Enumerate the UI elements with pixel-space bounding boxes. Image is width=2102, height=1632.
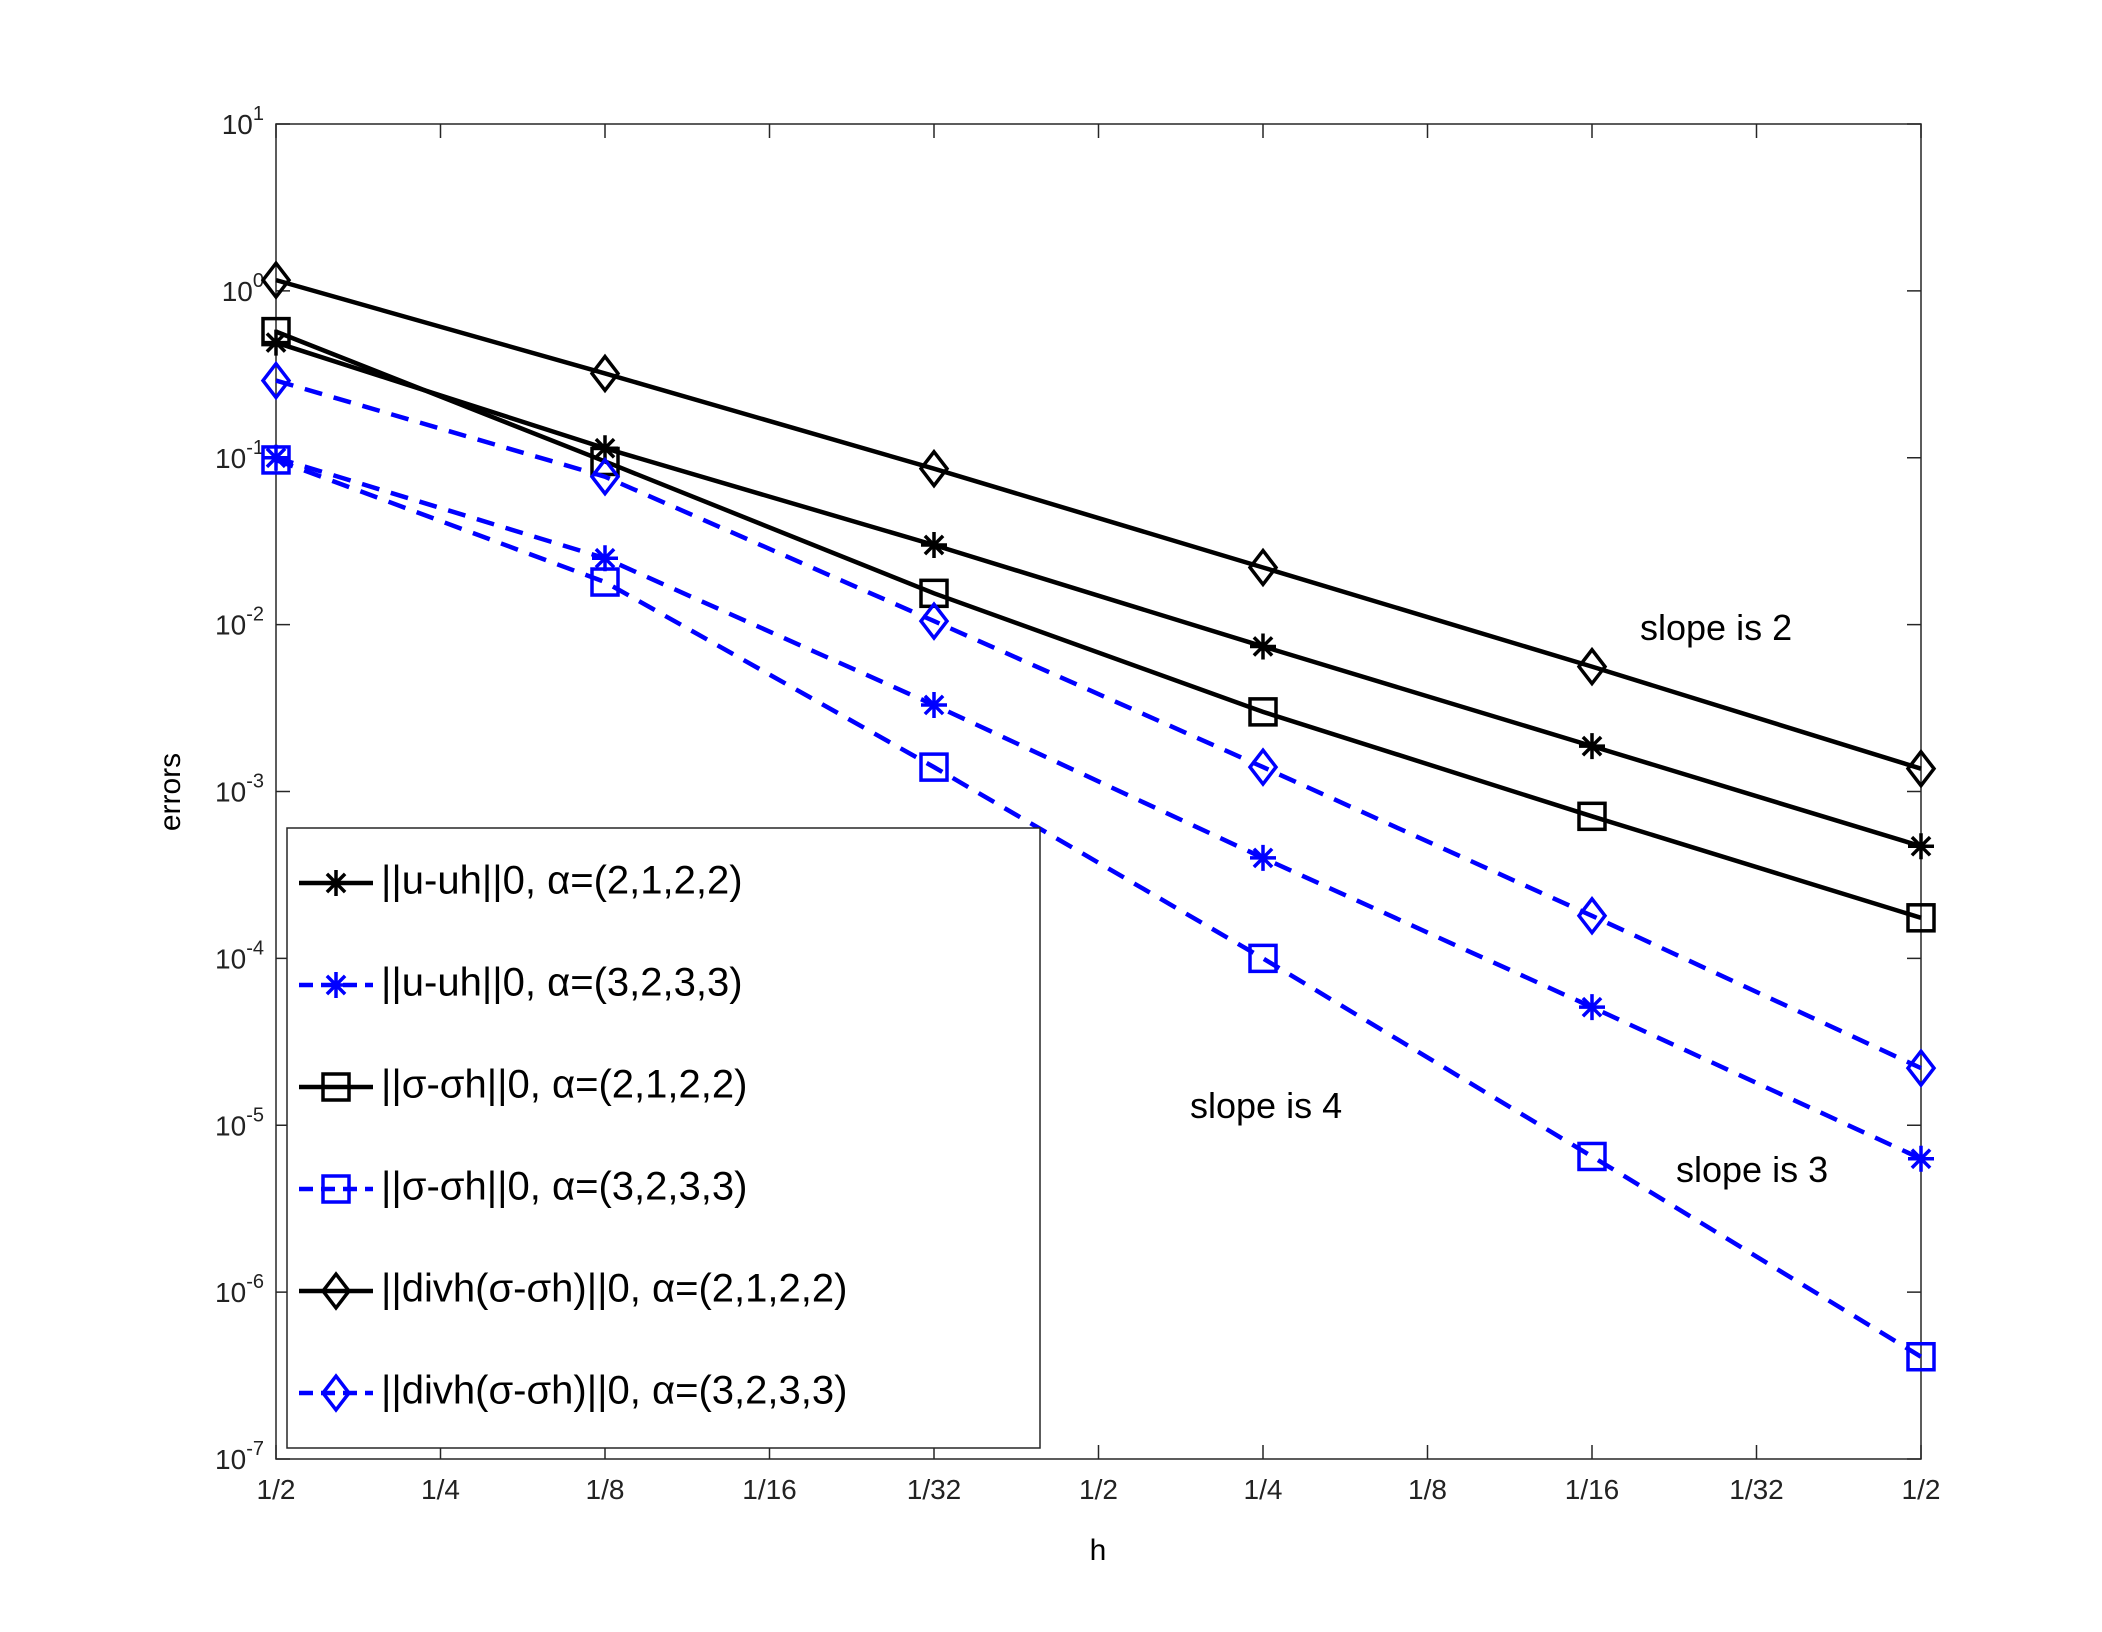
y-tick-base: 10 [215,1444,246,1475]
y-tick-base: 10 [215,1110,246,1141]
marker [320,1271,352,1311]
marker [1247,547,1279,588]
marker [260,260,292,300]
series-line [275,277,1922,771]
legend-label: ||divh(σ-σh)||0, α=(2,1,2,2) [381,1267,847,1311]
annotation: slope is 4 [1190,1085,1342,1126]
marker [1906,903,1936,933]
marker [263,444,289,471]
annotation: slope is 3 [1676,1149,1828,1190]
marker [323,870,349,896]
annotation: slope is 2 [1640,607,1792,648]
marker [589,456,621,497]
y-tick-label: 100 [222,270,264,307]
marker [1250,633,1276,660]
x-tick-label: 1/8 [586,1474,625,1505]
marker [1576,896,1608,936]
y-tick-base: 10 [215,777,246,808]
marker [263,329,289,356]
y-axis-label: errors [154,753,187,831]
x-tick-label: 1/32 [907,1474,962,1505]
marker [261,316,291,347]
x-tick-label: 1/32 [1729,1474,1784,1505]
y-tick-exponent: -3 [246,771,264,793]
series-line [275,329,1922,920]
x-axis-label: h [1090,1534,1107,1567]
marker [1247,747,1279,787]
marker [260,360,292,401]
x-tick-label: 1/2 [1902,1474,1941,1505]
marker [1576,646,1608,687]
marker [1906,1341,1936,1372]
x-tick-label: 1/2 [257,1474,296,1505]
marker [1577,1141,1607,1172]
marker [261,445,291,475]
x-tick-label: 1/4 [421,1474,460,1505]
y-tick-exponent: -7 [246,1438,264,1460]
legend-label: ||u-uh||0, α=(3,2,3,3) [381,961,743,1005]
marker [590,567,620,597]
y-tick-exponent: -1 [246,437,264,459]
x-tick-label: 1/4 [1244,1474,1283,1505]
y-tick-exponent: -5 [246,1104,264,1126]
y-tick-label: 10-6 [215,1271,264,1308]
legend-box [286,827,1041,1449]
y-tick-base: 10 [215,443,246,474]
x-tick-label: 1/8 [1408,1474,1447,1505]
marker [921,691,947,718]
legend-label: ||σ-σh||0, α=(3,2,3,3) [381,1165,747,1209]
series-line [275,455,1922,1161]
legend-label: ||σ-σh||0, α=(2,1,2,2) [381,1063,747,1107]
x-tick-label: 1/16 [742,1474,797,1505]
y-tick-label: 10-5 [215,1104,264,1141]
marker [1248,943,1278,974]
marker [1905,1048,1937,1088]
marker [1577,801,1607,832]
y-tick-base: 10 [215,1277,246,1308]
series-line [275,378,1922,1071]
marker [589,353,621,394]
legend-label: ||u-uh||0, α=(2,1,2,2) [381,859,743,903]
y-tick-exponent: 1 [253,103,264,125]
marker [1908,833,1934,860]
marker [321,1174,351,1204]
y-tick-exponent: -6 [246,1271,264,1293]
series-line [275,340,1922,849]
x-tick-label: 1/2 [1079,1474,1118,1505]
y-tick-exponent: -2 [246,604,264,626]
marker [918,448,950,489]
y-tick-label: 10-1 [215,437,264,474]
marker [592,545,618,572]
x-tick-label: 1/16 [1565,1474,1620,1505]
marker [1250,844,1276,871]
y-tick-label: 10-4 [215,937,264,974]
marker [1579,733,1605,760]
y-tick-base: 10 [222,276,253,307]
marker [323,972,349,998]
y-tick-label: 10-7 [215,1438,264,1475]
marker [1905,748,1937,789]
y-tick-label: 10-3 [215,771,264,808]
marker [921,532,947,559]
marker [1248,697,1278,727]
plot: 1/2 1/4 1/8 1/16 1/32 1/2 1/4 1/8 1/16 1/32 1/210-… [215,103,1940,1505]
marker [320,1373,352,1413]
y-tick-label: 101 [222,103,264,140]
y-tick-label: 10-2 [215,604,264,641]
legend: ||u-uh||0, α=(2,1,2,2) ||u-uh||0, α=(3,2,… [286,827,1041,1449]
marker [1579,994,1605,1021]
marker [321,1072,351,1102]
y-tick-exponent: 0 [253,270,264,292]
marker [918,601,950,641]
y-tick-base: 10 [222,109,253,140]
y-tick-exponent: -4 [246,937,264,959]
y-tick-base: 10 [215,610,246,641]
legend-label: ||divh(σ-σh)||0, α=(3,2,3,3) [381,1369,847,1413]
marker [1908,1145,1934,1172]
marker [919,752,949,782]
y-tick-base: 10 [215,943,246,974]
